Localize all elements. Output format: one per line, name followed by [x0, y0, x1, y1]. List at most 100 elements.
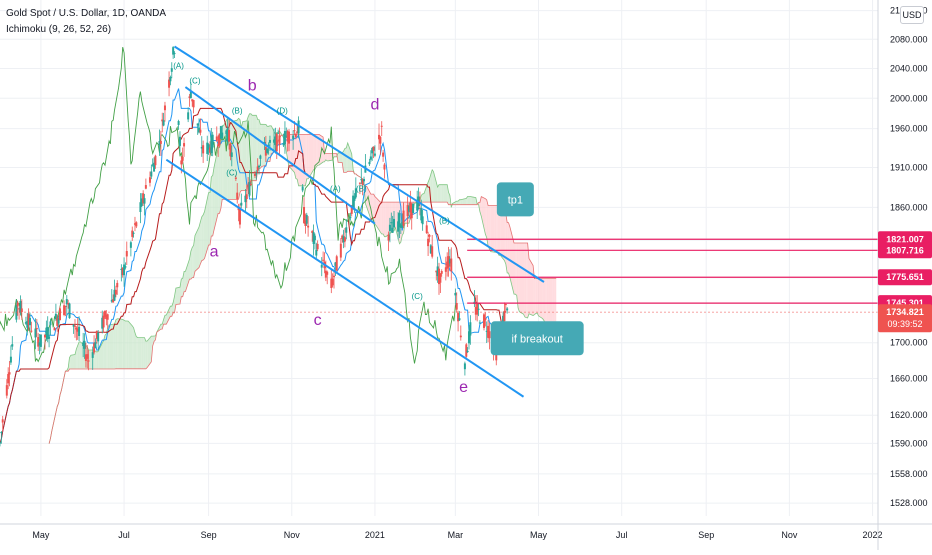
x-tick-label: Sep [201, 530, 217, 540]
cloud-segment [305, 134, 307, 186]
wave-label: b [248, 78, 257, 95]
wave-label: (D) [277, 106, 288, 115]
cloud-segment [328, 153, 333, 161]
cloud-segment [212, 167, 215, 236]
wave-label: (A) [330, 184, 341, 193]
cloud-segment [526, 242, 528, 318]
y-tick-label: 2040.000 [890, 63, 928, 73]
cloud-segment [173, 296, 175, 313]
cloud-segment [76, 345, 78, 370]
candle-body [409, 202, 412, 213]
cloud-segment [69, 355, 71, 370]
candle-body [247, 185, 250, 187]
cloud-segment [103, 335, 105, 370]
candle-body [358, 182, 361, 184]
candle-body [131, 230, 134, 237]
candle-body [402, 210, 405, 226]
candle-body [294, 134, 297, 138]
candle-body [361, 179, 364, 185]
candle-body [312, 232, 315, 244]
cloud-segment [237, 118, 239, 200]
y-tick-label: 1620.000 [890, 410, 928, 420]
cloud-segment [527, 242, 529, 318]
senkou-span-b [48, 130, 557, 444]
currency-button[interactable]: USD [900, 6, 924, 24]
channel-line-middle [184, 86, 376, 225]
cloud-segment [380, 202, 382, 234]
candle-body [125, 251, 128, 257]
candle-body [478, 322, 481, 324]
candle-body [162, 120, 165, 126]
candle-body [297, 120, 300, 134]
candle-body [178, 136, 181, 146]
candle-body [82, 342, 85, 347]
candle-body [256, 166, 259, 171]
candle-body [316, 243, 319, 250]
y-tick-label: 2000.000 [890, 93, 928, 103]
candle-body [245, 194, 248, 200]
cloud-segment [124, 320, 126, 369]
candle-body [264, 146, 267, 156]
cloud-segment [96, 351, 99, 370]
candle-body [333, 275, 336, 278]
cloud-segment [269, 125, 272, 162]
cloud-segment [304, 134, 306, 186]
candle-body [191, 99, 194, 102]
cloud-segment [470, 196, 472, 205]
candle-body [48, 336, 51, 339]
candle-body [373, 153, 376, 156]
cloud-segment [513, 242, 516, 295]
candle-body [504, 304, 507, 306]
wave-label: (B) [356, 184, 367, 193]
cloud-segment [538, 278, 543, 319]
candle-body [19, 301, 22, 313]
cloud-segment [184, 271, 186, 292]
candle-body [18, 308, 21, 310]
candle-body [266, 148, 269, 153]
candle-body [7, 374, 10, 384]
candle-body [485, 330, 488, 332]
candle-body [476, 303, 479, 315]
candle-body [435, 270, 438, 273]
candle-body [101, 317, 104, 329]
y-tick-label: 1700.000 [890, 338, 928, 348]
candle-body [5, 385, 8, 396]
candle-body [487, 325, 490, 338]
callout-text: tp1 [508, 194, 523, 206]
candle-body [132, 232, 135, 234]
candle-body [484, 318, 487, 321]
x-tick-label: Nov [284, 530, 301, 540]
cloud-segment [211, 175, 213, 236]
candle-body [177, 121, 180, 125]
x-tick-label: Nov [781, 530, 798, 540]
cloud-segment [219, 142, 221, 214]
candle-body [208, 147, 211, 153]
candle-body [286, 131, 289, 142]
drawings [165, 45, 545, 398]
cloud-segment [481, 196, 486, 235]
cloud-segment [137, 337, 142, 369]
candle-body [67, 302, 70, 305]
candle-body [39, 334, 42, 347]
x-tick-label: May [32, 530, 50, 540]
candle-body [352, 195, 355, 209]
wave-label: (C) [189, 76, 200, 85]
cloud-segment [132, 325, 134, 369]
candle-body [8, 372, 11, 375]
cloud-segment [94, 349, 96, 370]
candle-body [225, 130, 228, 135]
candle-body [238, 207, 241, 225]
cloud-segment [516, 242, 519, 309]
candle-body [398, 213, 401, 228]
candle-body [506, 308, 509, 311]
candle-body [248, 182, 251, 196]
cloud-segment [460, 199, 463, 205]
cloud-segment [528, 258, 534, 316]
cloud-segment [552, 278, 554, 335]
candle-body [410, 203, 413, 219]
cloud-segment [194, 227, 200, 272]
cloud-segment [490, 205, 495, 253]
cloud-segment [334, 153, 336, 157]
cloud-segment [543, 278, 546, 325]
